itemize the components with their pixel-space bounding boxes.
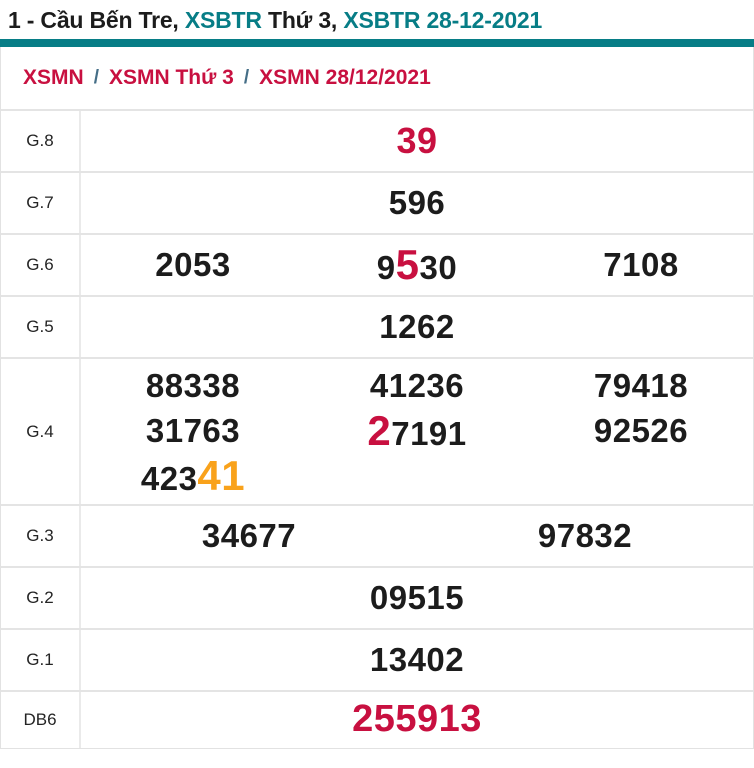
g4-line-3: 42341	[81, 454, 753, 499]
breadcrumb-link-xsmn-date[interactable]: XSMN 28/12/2021	[259, 66, 431, 89]
prize-number: 79418	[593, 367, 689, 405]
prize-number: 92526	[593, 412, 689, 450]
prize-number: 27191	[367, 410, 467, 453]
prize-label: G.3	[1, 506, 81, 566]
prize-label: G.7	[1, 173, 81, 233]
teal-accent-bar	[0, 39, 754, 47]
highlight-digit: 5	[395, 240, 420, 288]
digit-part: 423	[140, 460, 198, 498]
prize-number: 34677	[201, 516, 297, 554]
title-date-text: XSBTR 28-12-2021	[343, 7, 543, 33]
title-code-text: XSBTR	[184, 7, 268, 33]
prize-label: G.2	[1, 568, 81, 628]
prize-label: G.8	[1, 111, 81, 171]
prize-row-g2: G.2 09515	[1, 566, 753, 628]
prize-row-g8: G.8 39	[1, 109, 753, 171]
digit-part: 9	[376, 248, 396, 286]
prize-label: G.5	[1, 297, 81, 357]
breadcrumb-separator: /	[93, 67, 99, 88]
g4-line-2: 31763 27191 92526	[81, 409, 753, 454]
prize-label: G.6	[1, 235, 81, 295]
prize-label: G.1	[1, 630, 81, 690]
prize-label: DB6	[1, 692, 81, 748]
prize-label: G.4	[1, 359, 81, 504]
prize-number: 88338	[145, 367, 241, 405]
digit-part: 30	[419, 248, 458, 286]
g4-line-1: 88338 41236 79418	[81, 364, 753, 409]
prize-number: 1262	[379, 307, 455, 345]
prize-number: 39	[396, 120, 438, 162]
breadcrumb-link-xsmn-thu3[interactable]: XSMN Thứ 3	[108, 66, 234, 89]
breadcrumb: XSMN / XSMN Thứ 3 / XSMN 28/12/2021	[1, 47, 753, 109]
prize-number: 42341	[140, 455, 245, 498]
highlight-digit: 2	[367, 407, 392, 455]
prize-number: 97832	[537, 516, 633, 554]
prize-number: 2053	[155, 245, 231, 283]
prize-row-g3: G.3 34677 97832	[1, 504, 753, 566]
title-weekday-text: Thứ 3,	[267, 7, 344, 33]
page-title: 1 - Cầu Bến Tre, XSBTR Thứ 3, XSBTR 28-1…	[0, 0, 754, 39]
page: 1 - Cầu Bến Tre, XSBTR Thứ 3, XSBTR 28-1…	[0, 0, 754, 749]
prize-number: 41236	[369, 367, 465, 405]
digit-part: 7191	[391, 415, 467, 453]
prize-number: 9530	[376, 243, 458, 286]
breadcrumb-link-xsmn[interactable]: XSMN	[23, 66, 84, 89]
prize-number: 13402	[369, 640, 465, 678]
prize-row-g5: G.5 1262	[1, 295, 753, 357]
prize-row-g1: G.1 13402	[1, 628, 753, 690]
lottery-results-table: XSMN / XSMN Thứ 3 / XSMN 28/12/2021 G.8 …	[0, 47, 754, 749]
prize-number: 255913	[352, 698, 482, 741]
prize-number: 596	[388, 183, 446, 221]
prize-row-g7: G.7 596	[1, 171, 753, 233]
prize-number: 31763	[145, 412, 241, 450]
prize-number: 7108	[603, 245, 679, 283]
prize-row-g6: G.6 2053 9530 7108	[1, 233, 753, 295]
prize-row-db6: DB6 255913	[1, 690, 753, 748]
breadcrumb-separator: /	[243, 67, 250, 88]
prize-row-g4: G.4 88338 41236 79418 31763 27191 92526 …	[1, 357, 753, 504]
prize-number: 09515	[369, 578, 465, 616]
highlight-digit: 41	[197, 452, 246, 500]
title-station-text: 1 - Cầu Bến Tre,	[8, 7, 185, 33]
